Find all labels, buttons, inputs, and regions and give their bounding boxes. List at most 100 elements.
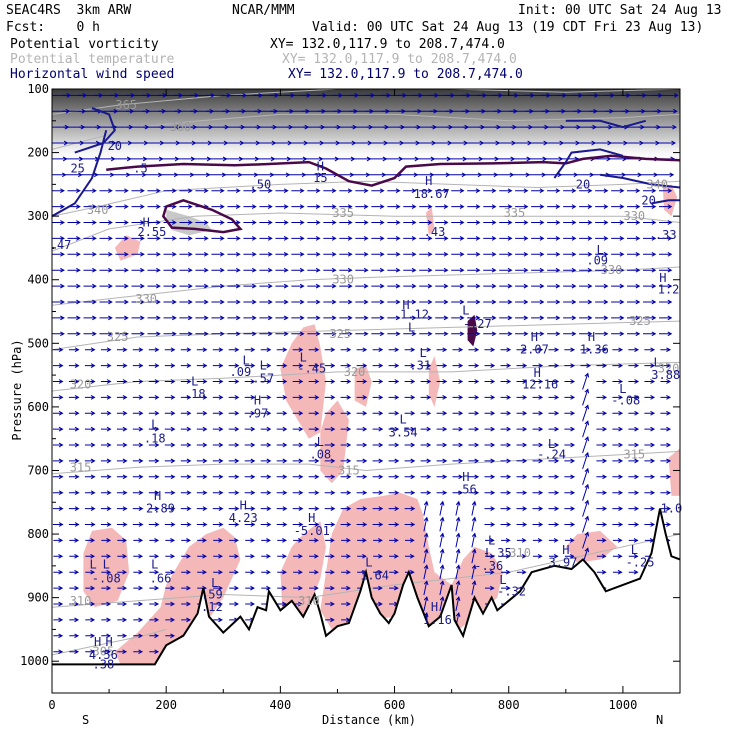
wind-arrow-244 xyxy=(211,188,225,194)
wind-arrow-759 xyxy=(340,394,352,400)
wind-arrow-975 xyxy=(52,490,64,496)
wind-arrow-605 xyxy=(371,331,385,337)
wind-arrow-1122 xyxy=(532,538,543,543)
wind-arrow-38 xyxy=(652,92,679,98)
wind-arrow-579 xyxy=(579,315,593,321)
wind-arrow-582 xyxy=(627,315,641,321)
wind-arrow-519 xyxy=(243,299,257,305)
wind-arrow-344 xyxy=(563,220,577,225)
wind-arrow-1366 xyxy=(69,649,80,655)
wind-arrow-978 xyxy=(100,490,112,496)
wind-arrow-523 xyxy=(307,299,321,305)
wind-arrow-627 xyxy=(100,347,112,353)
wind-arrow-431 xyxy=(83,267,97,273)
wind-arrow-1178 xyxy=(181,569,191,575)
wind-arrow-666 xyxy=(100,363,112,368)
wind-arrow-238 xyxy=(115,188,129,194)
wind-arrow-476 xyxy=(179,283,193,289)
wind-arrow-1054 xyxy=(68,522,80,527)
wind-arrow-206 xyxy=(225,172,243,178)
wind-arrow-236 xyxy=(83,188,97,194)
wind-arrow-430 xyxy=(67,267,81,273)
extremum-label-38: H xyxy=(94,635,101,649)
wind-arrow-734 xyxy=(564,379,576,384)
wind-arrow-501 xyxy=(579,283,593,289)
wind-arrow-1056 xyxy=(100,522,112,527)
wind-arrow-269 xyxy=(611,188,625,194)
wind-arrow-890 xyxy=(564,442,576,448)
pv-label-4: 15 xyxy=(313,171,327,185)
wind-arrow-1121 xyxy=(516,538,527,543)
wind-arrow-898 xyxy=(68,458,80,464)
wind-arrow-875 xyxy=(324,442,336,448)
wind-arrow-689 xyxy=(468,363,480,368)
wind-arrow-801 xyxy=(388,410,400,416)
wind-arrow-818 xyxy=(660,410,672,416)
wind-arrow-1084 xyxy=(548,522,560,527)
wind-arrow-911 xyxy=(276,458,288,464)
wind-arrow-1369 xyxy=(117,649,128,655)
wind-arrow-350 xyxy=(659,220,673,225)
wind-arrow-375 xyxy=(435,236,449,241)
wind-arrow-829 xyxy=(212,426,224,432)
wind-arrow-1210 xyxy=(69,585,80,591)
wind-arrow-1137 xyxy=(149,553,160,559)
wind-arrow-635 xyxy=(228,347,240,353)
wind-arrow-1175 xyxy=(133,569,144,575)
wind-arrow-904 xyxy=(164,458,176,464)
wind-arrow-1271 xyxy=(423,596,429,612)
wind-arrow-780 xyxy=(52,410,64,416)
wind-arrow-817 xyxy=(644,410,656,416)
wind-arrow-231 xyxy=(625,172,643,178)
wind-arrow-919 xyxy=(404,458,416,464)
wind-arrow-724 xyxy=(404,379,416,384)
wind-arrow-706 xyxy=(116,379,128,384)
wind-arrow-730 xyxy=(500,379,512,384)
wind-arrow-673 xyxy=(212,363,224,368)
wind-arrow-260 xyxy=(467,188,481,194)
wind-arrow-669 xyxy=(148,363,160,368)
wind-arrow-1118 xyxy=(471,532,477,548)
wind-arrow-257 xyxy=(419,188,433,194)
wind-arrow-845 xyxy=(468,426,480,432)
wind-arrow-314 xyxy=(83,220,97,225)
wind-arrow-696 xyxy=(580,363,592,368)
wind-arrow-1036 xyxy=(404,506,416,511)
pv-label-2: .5 xyxy=(133,161,147,175)
wind-arrow-722 xyxy=(372,379,384,384)
wind-arrow-239 xyxy=(131,188,145,194)
wind-arrow-485 xyxy=(323,283,337,289)
wind-arrow-446 xyxy=(323,267,337,273)
wind-arrow-284 xyxy=(227,204,241,209)
wind-arrow-1184 xyxy=(277,569,287,575)
wind-arrow-362 xyxy=(227,236,241,241)
wind-arrow-1017 xyxy=(100,506,112,511)
extremum-label-14: L xyxy=(260,359,267,373)
wind-arrow-354 xyxy=(99,236,113,241)
wind-arrow-981 xyxy=(148,490,160,496)
wind-arrow-561 xyxy=(291,315,305,321)
wind-arrow-791 xyxy=(228,410,240,416)
wind-arrow-714 xyxy=(244,379,256,384)
wind-arrow-249 xyxy=(291,188,305,194)
wind-arrow-1370 xyxy=(133,649,144,655)
wind-arrow-768 xyxy=(484,394,496,400)
wind-arrow-486 xyxy=(339,283,353,289)
theta-label-4: 335 xyxy=(504,206,526,220)
wind-arrow-657 xyxy=(580,347,592,353)
wind-arrow-869 xyxy=(228,442,240,448)
wind-arrow-410 xyxy=(371,251,385,257)
wind-arrow-827 xyxy=(180,426,192,432)
wind-arrow-604 xyxy=(355,331,369,337)
wind-arrow-364 xyxy=(259,236,273,241)
wind-arrow-1209 xyxy=(53,585,64,591)
wind-arrow-797 xyxy=(324,410,336,416)
wind-arrow-622 xyxy=(643,331,657,337)
wind-arrow-1217 xyxy=(181,585,191,591)
wind-arrow-1232 xyxy=(423,580,429,596)
wind-arrow-858 xyxy=(52,442,64,448)
wind-arrow-991 xyxy=(308,490,320,496)
wind-arrow-1206 xyxy=(628,569,639,575)
wind-arrow-572 xyxy=(467,315,481,321)
wind-arrow-976 xyxy=(68,490,80,496)
